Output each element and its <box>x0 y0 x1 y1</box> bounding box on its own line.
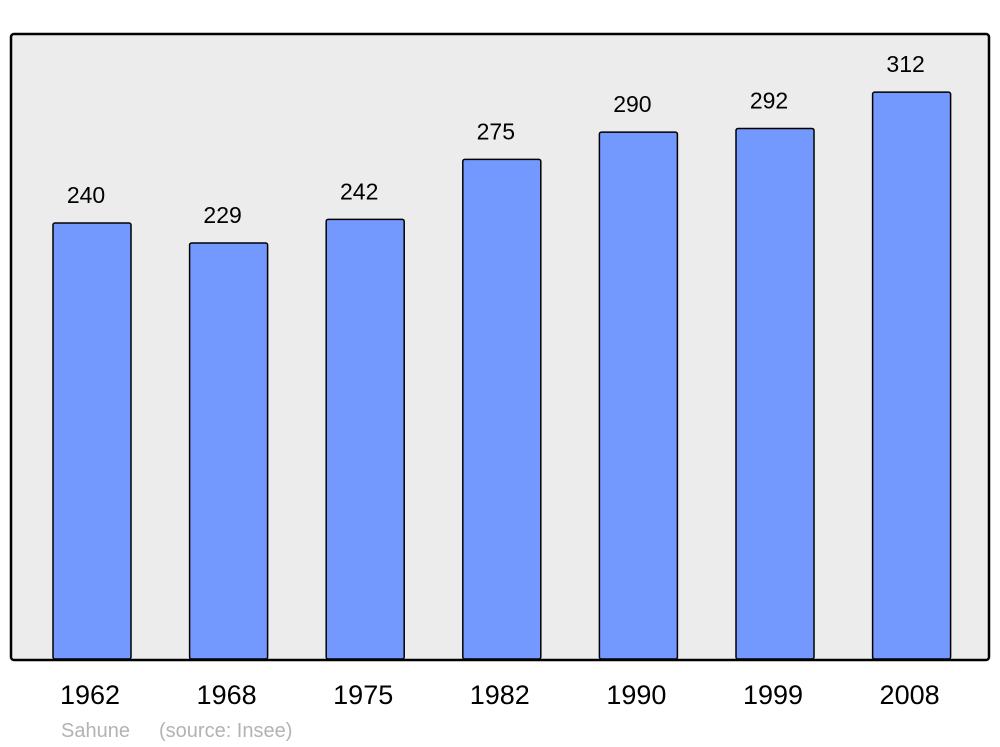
x-tick-label: 1982 <box>470 680 530 710</box>
x-tick-label: 1999 <box>743 680 803 710</box>
bar-1990 <box>598 131 679 660</box>
bar-1968 <box>188 242 269 660</box>
data-label-1962: 240 <box>67 182 105 208</box>
x-tick-label: 1990 <box>606 680 666 710</box>
data-label-1975: 242 <box>340 178 378 204</box>
caption-place: Sahune <box>61 720 130 742</box>
bar-1975 <box>325 218 405 660</box>
x-tick-label: 2008 <box>880 680 940 710</box>
bar-1999 <box>735 127 815 660</box>
data-label-1999: 292 <box>750 87 788 113</box>
data-label-1990: 290 <box>613 91 651 117</box>
bar-1962 <box>52 222 132 660</box>
caption-source: (source: Insee) <box>159 720 292 742</box>
x-tick-label: 1975 <box>333 680 393 710</box>
bar-2008 <box>871 91 952 660</box>
data-label-1982: 275 <box>477 118 515 144</box>
x-tick-label: 1968 <box>197 680 257 710</box>
x-tick-label: 1962 <box>60 680 120 710</box>
bar-1982 <box>462 158 542 660</box>
data-label-2008: 312 <box>886 51 924 77</box>
data-label-1968: 229 <box>203 202 241 228</box>
